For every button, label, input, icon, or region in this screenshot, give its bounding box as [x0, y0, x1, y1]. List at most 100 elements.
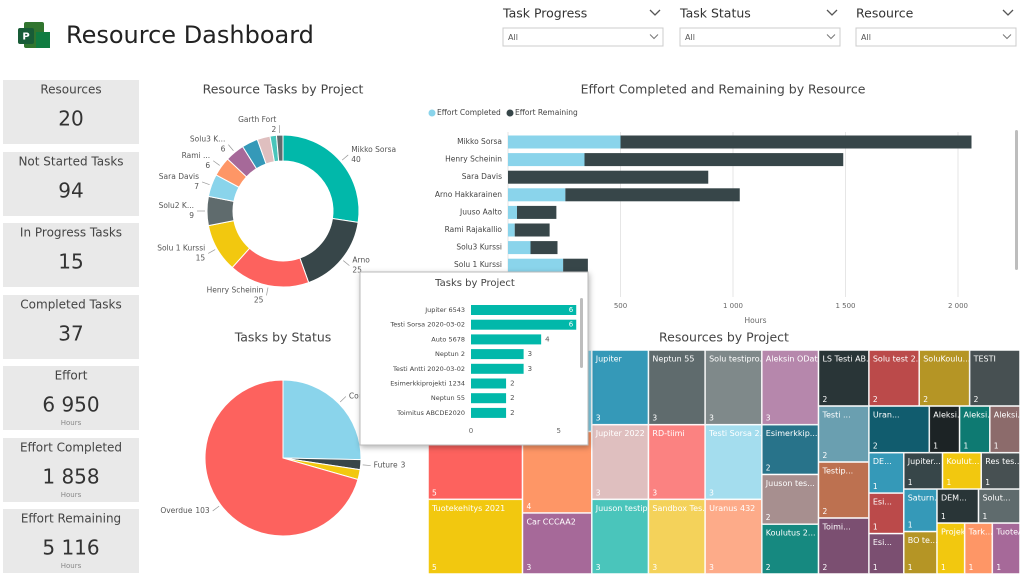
treemap-tile[interactable]: Esi... 1 [868, 493, 904, 534]
slicer-chevron [649, 9, 661, 16]
slicer[interactable]: Task Progress All [502, 6, 664, 47]
tile-label: Projekt... [941, 528, 976, 537]
slicer[interactable]: Task Status All [679, 6, 841, 47]
y-tick-label: Arno Hakkarainen [435, 190, 502, 199]
treemap-tile[interactable]: Tuotekehitys 2021 5 [428, 499, 523, 574]
card-background [3, 295, 139, 359]
treemap-tile[interactable]: Sandbox Tes... 3 [648, 499, 709, 574]
treemap-tile[interactable]: Koulutus 2... 2 [761, 524, 819, 574]
tile-value: 2 [766, 563, 771, 572]
treemap-tile[interactable]: Solu test 2... 2 [868, 350, 923, 406]
tile [648, 424, 706, 500]
treemap-tile[interactable]: Testip... 2 [818, 462, 869, 518]
treemap-tile[interactable]: Car CCCAA2 3 [522, 512, 592, 574]
treemap-tile[interactable]: Projekt... 1 [936, 523, 976, 574]
treemap-tile[interactable]: Uran... 2 [868, 406, 930, 453]
treemap-tile[interactable]: Aleksi... 1 [989, 406, 1024, 453]
kpi-card: Resources 20 [3, 80, 139, 144]
tile-label: Esi... [873, 538, 892, 547]
slicer-value: All [508, 33, 518, 42]
slicer[interactable]: Resource All [855, 6, 1017, 47]
card-value: 94 [58, 179, 83, 203]
treemap-tile[interactable]: Aleksin ODat... 3 [761, 350, 825, 425]
treemap-tile[interactable]: Aleksi... 1 [959, 406, 995, 453]
tile [761, 350, 819, 425]
treemap-tile[interactable]: BO te... 1 [903, 531, 938, 574]
slicer-dropdown[interactable] [502, 27, 664, 47]
tile-value: 3 [709, 563, 714, 572]
treemap-tile[interactable]: TESTI 2 [969, 350, 1020, 406]
treemap-tile[interactable]: RD-tiimi 3 [648, 424, 706, 500]
bar-segment [584, 153, 844, 167]
tile-value: 2 [822, 507, 827, 516]
treemap-tile[interactable]: DEM... 1 [936, 489, 979, 524]
treemap-tile[interactable]: Solu testipro... 3 [705, 350, 767, 425]
treemap-tile[interactable]: Jupiter 3 [591, 350, 649, 425]
slicer-chevron [826, 34, 836, 40]
bar-segment [508, 153, 585, 167]
slicer-value: All [685, 33, 695, 42]
treemap-tile[interactable]: Uranus 432 3 [705, 499, 762, 574]
treemap-tile[interactable]: Testi Sorsa 2... 3 [705, 424, 767, 500]
slicer-dropdown[interactable] [679, 27, 841, 47]
bar [471, 349, 524, 360]
card-unit: Hours [61, 419, 82, 427]
slice [204, 379, 359, 537]
tile [591, 424, 649, 500]
data-label-name: Solu 1 Kurssi [157, 243, 205, 252]
treemap-tile[interactable]: Esi... 1 [868, 533, 904, 574]
treemap-tile[interactable]: Koulut... 1 [942, 452, 982, 490]
tile-value: 3 [766, 414, 771, 423]
tile-label: LS Testi AB... [822, 355, 873, 364]
tile [705, 424, 762, 500]
treemap-tile[interactable]: Neptun 55 3 [648, 350, 706, 425]
treemap-tile[interactable]: Testi ... 2 [818, 406, 869, 462]
data-label: 6 [569, 321, 574, 329]
treemap-tile[interactable]: TuoteAB... 1 [992, 523, 1024, 574]
treemap-tile[interactable]: Toimi... 2 [818, 518, 869, 574]
y-tick-label: Sara Davis [462, 172, 502, 181]
card-value: 15 [58, 250, 83, 274]
tile-value: 1 [996, 563, 1001, 572]
treemap-tile[interactable]: Juuson testipr... 3 [591, 499, 658, 574]
treemap-tile[interactable]: Tark... 1 [964, 523, 993, 574]
scrollbar[interactable] [1015, 130, 1018, 270]
treemap-tile[interactable]: Jupiter... 1 [903, 452, 943, 490]
tile [981, 452, 1020, 490]
slicer-chevron [649, 34, 659, 40]
slicer-dropdown[interactable] [855, 27, 1017, 47]
tile-value: 1 [982, 512, 987, 521]
tile-label: SoluKoulu... [923, 355, 970, 364]
treemap-tile[interactable]: Res tes... 1 [981, 452, 1022, 490]
treemap-tile[interactable]: DE... 1 [868, 452, 904, 494]
treemap-tile[interactable]: LS Testi AB... 2 [818, 350, 873, 406]
leader-line [362, 464, 371, 466]
treemap-tile[interactable]: SoluKoulu... 2 [919, 350, 970, 406]
treemap-tile[interactable]: Jupiter 2022 3 [591, 424, 649, 500]
treemap-tile[interactable]: Saturn... 1 [903, 489, 942, 532]
treemap-tile[interactable]: Juuson tes... 2 [761, 474, 819, 525]
data-label: 2 [510, 409, 514, 417]
y-tick-label: Testi Antti 2020-03-02 [392, 365, 465, 373]
bar [471, 393, 507, 404]
tile-value: 2 [822, 563, 827, 572]
tile-value: 2 [822, 395, 827, 404]
bar [471, 305, 577, 315]
tile-value: 2 [822, 451, 827, 460]
treemap-tile[interactable]: Esimerkkip... 2 [761, 424, 819, 475]
data-label: 6 [569, 306, 574, 314]
y-tick-label: Neptun 2 [435, 350, 465, 358]
kpi-card: In Progress Tasks 15 [3, 223, 139, 287]
treemap-tile[interactable]: Solut... 1 [978, 489, 1021, 524]
svg-text:P: P [22, 32, 29, 43]
scrollbar[interactable] [580, 298, 583, 368]
card-value: 5 116 [42, 536, 99, 560]
leader-line [228, 144, 234, 151]
leader-line [201, 181, 210, 186]
x-axis-label: Hours [745, 316, 767, 325]
tile-label: Uran... [873, 411, 900, 420]
treemap-tile[interactable]: Aleksi... 1 [929, 406, 964, 453]
data-label: 2 [510, 380, 514, 388]
tile-label: Aleksin ODat... [766, 355, 825, 364]
tile-label: Juuson testipr... [595, 504, 658, 513]
